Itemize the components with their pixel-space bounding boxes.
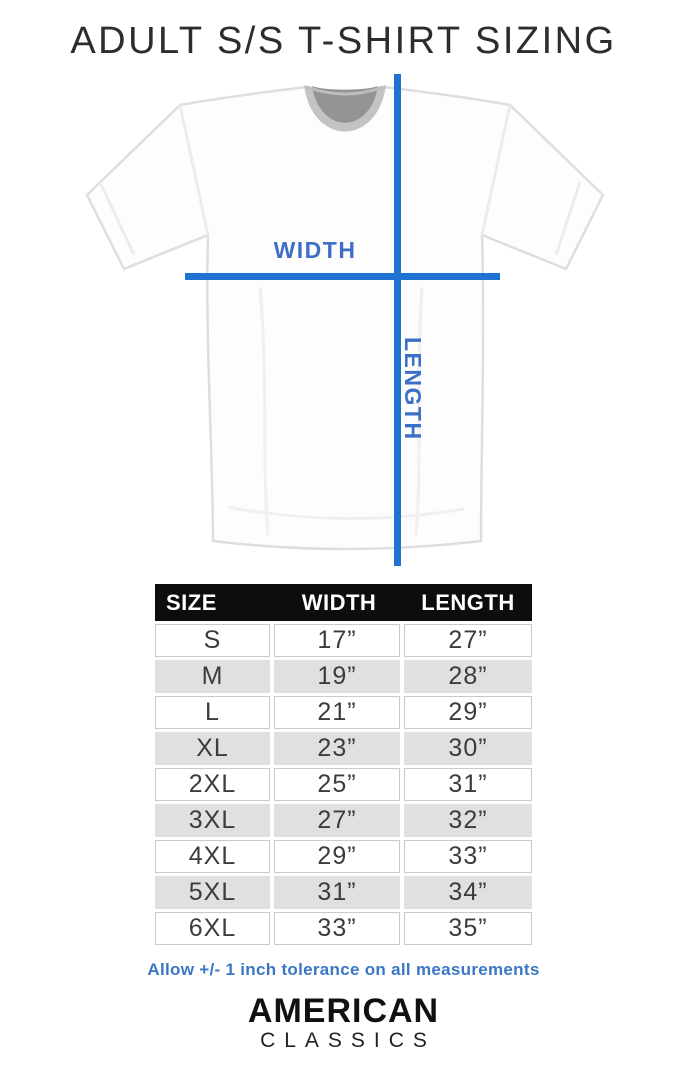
tolerance-note: Allow +/- 1 inch tolerance on all measur…	[147, 960, 540, 979]
table-row-3xl: 3XL 27” 32”	[155, 804, 532, 837]
cell-width: 25”	[274, 768, 400, 801]
cell-length: 30”	[404, 732, 532, 765]
table-row-s: S 17” 27”	[155, 624, 532, 657]
cell-width: 23”	[274, 732, 400, 765]
cell-width: 19”	[274, 660, 400, 693]
tshirt-image	[85, 85, 605, 551]
cell-length: 27”	[404, 624, 532, 657]
header-length: LENGTH	[421, 589, 515, 615]
cell-width: 17”	[274, 624, 400, 657]
width-measurement-line	[185, 273, 500, 280]
cell-length: 34”	[404, 876, 532, 909]
table-row-xl: XL 23” 30”	[155, 732, 532, 765]
brand-name-classics: CLASSICS	[260, 1029, 436, 1052]
cell-size: 6XL	[155, 912, 270, 945]
table-row-5xl: 5XL 31” 34”	[155, 876, 532, 909]
tshirt-measurement-diagram: WIDTH LENGTH	[0, 71, 687, 571]
cell-length: 35”	[404, 912, 532, 945]
cell-length: 33”	[404, 840, 532, 873]
cell-size: XL	[155, 732, 270, 765]
cell-width: 27”	[274, 804, 400, 837]
cell-size: M	[155, 660, 270, 693]
cell-size: S	[155, 624, 270, 657]
cell-width: 31”	[274, 876, 400, 909]
width-label: WIDTH	[273, 237, 357, 263]
cell-size: L	[155, 696, 270, 729]
length-label: LENGTH	[400, 337, 426, 441]
table-row-4xl: 4XL 29” 33”	[155, 840, 532, 873]
cell-size: 4XL	[155, 840, 270, 873]
table-row-l: L 21” 29”	[155, 696, 532, 729]
cell-length: 32”	[404, 804, 532, 837]
table-row-2xl: 2XL 25” 31”	[155, 768, 532, 801]
cell-size: 5XL	[155, 876, 270, 909]
cell-width: 29”	[274, 840, 400, 873]
size-chart-table: SIZE WIDTH LENGTH S 17” 27” M 19” 28” L …	[155, 584, 532, 945]
cell-length: 31”	[404, 768, 532, 801]
brand-logo: AMERICAN CLASSICS	[0, 993, 687, 1053]
brand-name-american: AMERICAN	[247, 992, 440, 1030]
length-measurement-line	[394, 74, 401, 566]
cell-size: 2XL	[155, 768, 270, 801]
table-row-m: M 19” 28”	[155, 660, 532, 693]
header-width: WIDTH	[301, 589, 377, 615]
header-size: SIZE	[166, 589, 217, 615]
page-title: ADULT S/S T-SHIRT SIZING	[70, 20, 617, 62]
cell-length: 29”	[404, 696, 532, 729]
cell-width: 21”	[274, 696, 400, 729]
cell-size: 3XL	[155, 804, 270, 837]
table-row-6xl: 6XL 33” 35”	[155, 912, 532, 945]
cell-width: 33”	[274, 912, 400, 945]
size-chart-header-row: SIZE WIDTH LENGTH	[155, 584, 532, 621]
cell-length: 28”	[404, 660, 532, 693]
